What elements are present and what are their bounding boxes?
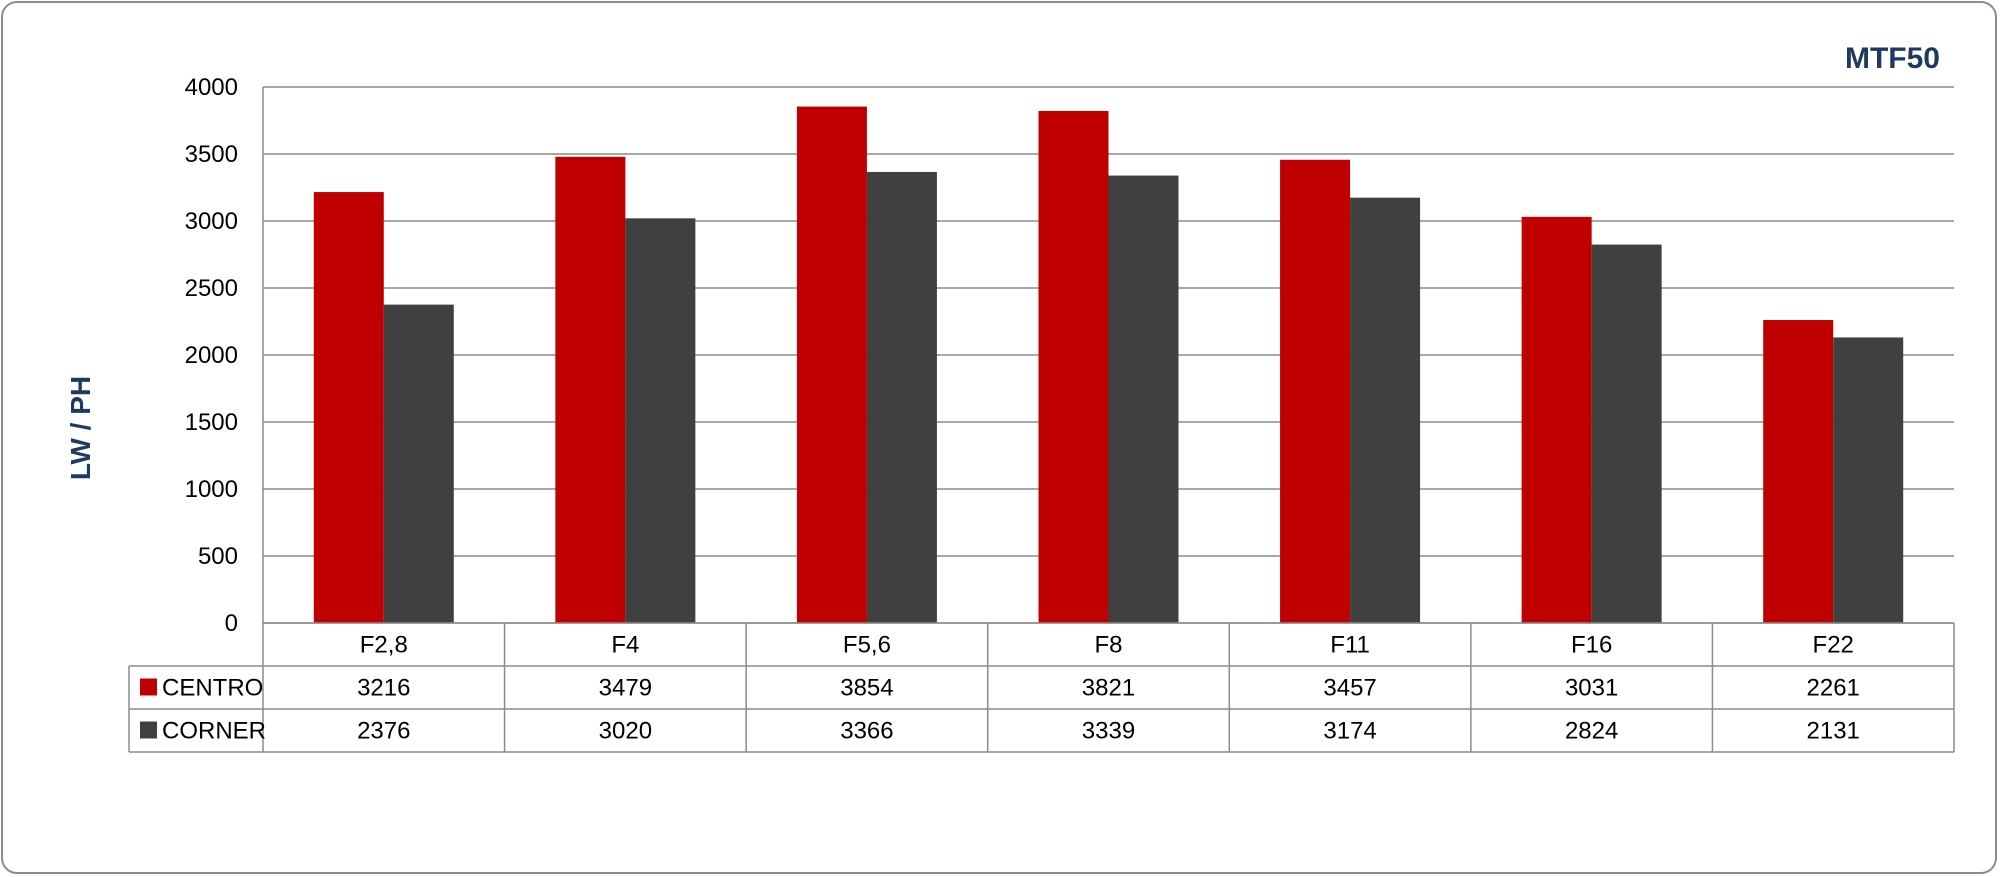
bar-corner-f2-8 xyxy=(383,304,454,623)
legend-label-corner: CORNER xyxy=(162,718,266,745)
y-tick-label: 0 xyxy=(225,610,238,637)
x-tick-label: F16 xyxy=(1571,632,1612,659)
y-tick-label: 500 xyxy=(198,543,238,570)
bar-corner-f4 xyxy=(625,218,696,623)
bar-corner-f8 xyxy=(1108,175,1179,623)
data-label: 2131 xyxy=(1807,718,1860,745)
data-label: 3174 xyxy=(1323,718,1376,745)
legend-swatch-corner xyxy=(140,721,157,739)
bar-centro-f4 xyxy=(555,156,626,623)
data-label: 2261 xyxy=(1807,675,1860,702)
data-table: F2,8 F4 F5,6 F8 F11 F16 F22 CENTRO 3216 3479 3854 3… xyxy=(128,622,1955,753)
data-label: 3339 xyxy=(1082,718,1135,745)
x-tick-label: F8 xyxy=(1094,632,1122,659)
bar-corner-f5-6 xyxy=(866,171,937,623)
data-label: 3821 xyxy=(1082,675,1135,702)
y-tick-label: 1000 xyxy=(185,476,238,503)
y-axis: 0 500 1000 1500 2000 2500 3000 3500 4000 xyxy=(185,74,264,637)
data-label: 3457 xyxy=(1323,675,1376,702)
data-label: 2824 xyxy=(1565,718,1618,745)
data-label: 3031 xyxy=(1565,675,1618,702)
bars xyxy=(313,106,1904,624)
legend-swatch-centro xyxy=(140,678,157,696)
x-tick-label: F4 xyxy=(611,632,639,659)
bar-centro-f22 xyxy=(1763,320,1834,623)
data-label: 3020 xyxy=(599,718,652,745)
x-tick-label: F5,6 xyxy=(843,632,891,659)
legend-label-centro: CENTRO xyxy=(162,675,263,702)
bar-centro-f5-6 xyxy=(796,106,867,623)
y-tick-label: 2500 xyxy=(185,275,238,302)
x-tick-label: F11 xyxy=(1330,632,1370,659)
x-tick-label: F22 xyxy=(1813,632,1854,659)
chart-title: MTF50 xyxy=(1845,42,1940,75)
y-tick-label: 2000 xyxy=(185,342,238,369)
bar-centro-f2-8 xyxy=(313,192,384,623)
data-label: 2376 xyxy=(357,718,410,745)
bar-corner-f16 xyxy=(1591,244,1662,624)
x-tick-label: F2,8 xyxy=(360,632,408,659)
data-label: 3366 xyxy=(840,718,893,745)
y-axis-label: LW / PH xyxy=(65,376,96,480)
y-tick-label: 4000 xyxy=(185,74,238,101)
bar-centro-f11 xyxy=(1280,159,1351,623)
bar-corner-f11 xyxy=(1350,197,1421,623)
y-tick-label: 1500 xyxy=(185,409,238,436)
bar-corner-f22 xyxy=(1833,337,1904,623)
data-label: 3854 xyxy=(840,675,893,702)
y-tick-label: 3500 xyxy=(185,141,238,168)
data-label: 3216 xyxy=(357,675,410,702)
data-label: 3479 xyxy=(599,675,652,702)
bar-centro-f8 xyxy=(1038,110,1109,623)
y-tick-label: 3000 xyxy=(185,208,238,235)
bar-centro-f16 xyxy=(1521,216,1592,623)
